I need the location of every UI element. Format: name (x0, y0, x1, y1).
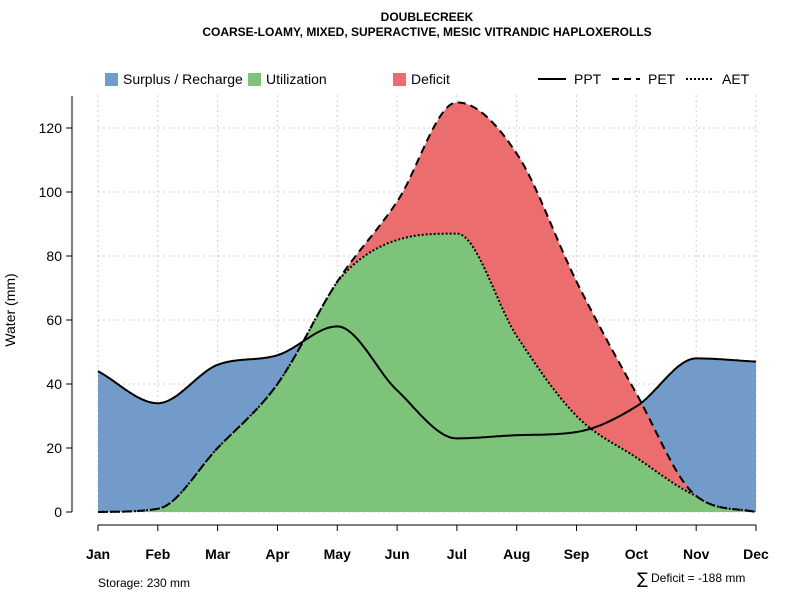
deficit-area (98, 102, 756, 513)
x-tick-label: Aug (503, 546, 530, 562)
sum-symbol: ∑ (637, 569, 648, 588)
x-tick-label: Jan (86, 546, 110, 562)
aet-line (98, 232, 757, 513)
y-tick-label: 100 (39, 184, 63, 200)
series-lines (97, 101, 757, 513)
y-tick-label: 40 (46, 376, 62, 392)
surplus-area (98, 233, 756, 512)
y-axis-title: Water (mm) (2, 273, 18, 346)
legend-swatch (393, 73, 406, 86)
x-tick-label: Dec (743, 546, 769, 562)
chart-title: DOUBLECREEK (381, 10, 474, 24)
ppt-line (97, 325, 757, 440)
deficit-note: Deficit = -188 mm (651, 571, 745, 585)
storage-note: Storage: 230 mm (98, 576, 190, 590)
x-tick-label: Feb (145, 546, 170, 562)
legend-label: Surplus / Recharge (123, 71, 243, 87)
x-tick-label: May (324, 546, 351, 562)
axes: 0 20 40 60 80 100 120 Jan Feb Mar Apr May Jun Jul Aug S… (39, 96, 769, 562)
legend-label: PPT (574, 71, 602, 87)
y-tick-label: 0 (54, 504, 62, 520)
x-tick-label: Apr (265, 546, 290, 562)
legend: Surplus / Recharge Utilization Deficit PPT P… (105, 71, 750, 87)
legend-swatch (105, 73, 118, 86)
area-fills (98, 102, 756, 513)
x-tick-label: Nov (683, 546, 710, 562)
legend-label: Deficit (411, 71, 450, 87)
legend-label: PET (648, 71, 676, 87)
legend-swatch (248, 73, 261, 86)
pet-line (98, 101, 757, 513)
x-tick-label: Oct (625, 546, 649, 562)
x-tick-label: Jun (385, 546, 410, 562)
legend-label: AET (722, 71, 750, 87)
x-tick-label: Jul (447, 546, 467, 562)
utilization-area (98, 233, 756, 512)
y-tick-label: 60 (46, 312, 62, 328)
legend-label: Utilization (266, 71, 327, 87)
x-tick-label: Mar (205, 546, 230, 562)
x-tick-label: Sep (564, 546, 590, 562)
chart-subtitle: COARSE-LOAMY, MIXED, SUPERACTIVE, MESIC … (202, 25, 651, 39)
y-tick-label: 20 (46, 440, 62, 456)
y-tick-label: 80 (46, 248, 62, 264)
y-tick-label: 120 (39, 120, 63, 136)
